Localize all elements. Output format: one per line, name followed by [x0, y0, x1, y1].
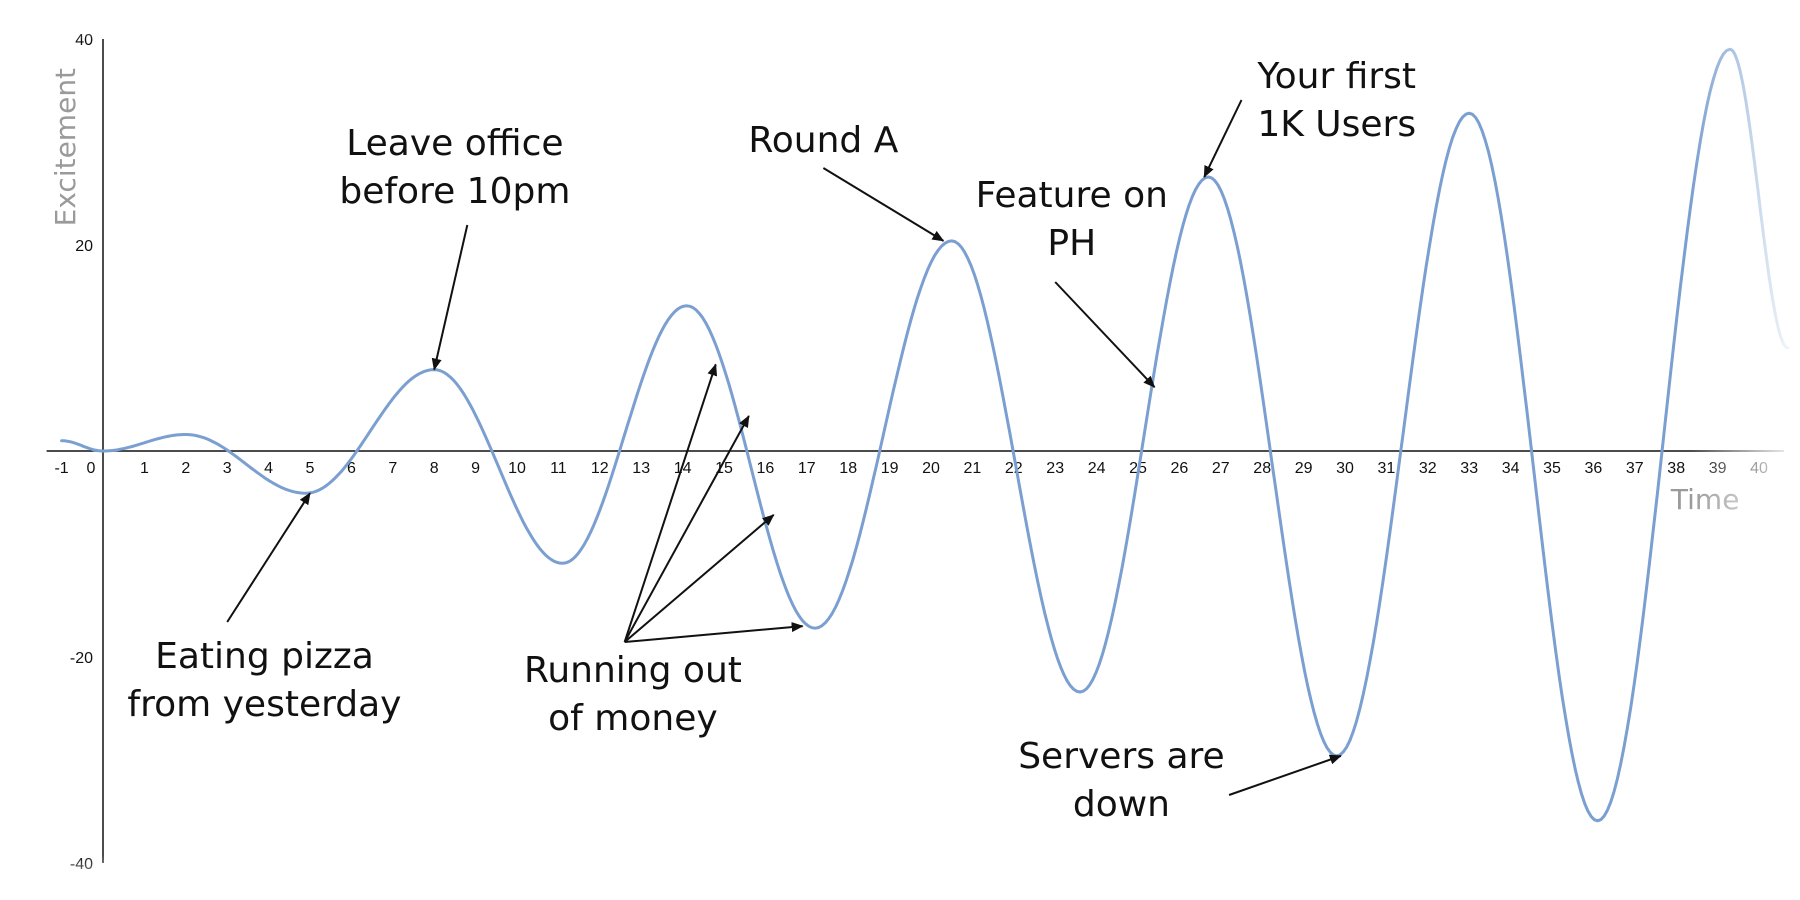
- annotation-text: before 10pm: [339, 171, 570, 212]
- x-tick-label: 34: [1502, 460, 1520, 477]
- x-tick-label: 24: [1088, 460, 1106, 477]
- x-tick-label: 14: [674, 460, 692, 477]
- x-tick-label: 29: [1295, 460, 1313, 477]
- x-tick-label: 10: [508, 460, 526, 477]
- annotation-arrow: [226, 492, 311, 623]
- x-tick-label: 35: [1543, 460, 1561, 477]
- excitement-series-line: [60, 47, 1790, 823]
- x-tick-label: 15: [715, 460, 733, 477]
- annotation-arrow: [623, 514, 775, 643]
- x-tick-label: 9: [471, 460, 480, 477]
- annotation-text: Servers are: [1018, 736, 1224, 777]
- x-tick-label: 31: [1378, 460, 1396, 477]
- x-tick-label: 1: [140, 460, 149, 477]
- y-tick-label: 20: [75, 238, 93, 255]
- annotation-arrow: [1054, 281, 1156, 388]
- top-edge-fade: [0, 0, 1800, 40]
- annotation: Leave office before 10pm: [339, 123, 570, 371]
- annotation-arrow: [623, 415, 750, 643]
- annotation-arrow: [623, 363, 718, 643]
- x-tick-label: 17: [798, 460, 816, 477]
- x-tick-label: 33: [1460, 460, 1478, 477]
- annotation-arrow: [822, 167, 945, 242]
- annotation-text: Leave office: [346, 123, 563, 164]
- annotation-text: Running out: [524, 650, 742, 691]
- axes: [46, 39, 1784, 863]
- x-tick-label: 32: [1419, 460, 1437, 477]
- x-tick-label: 21: [964, 460, 982, 477]
- annotation-text: down: [1073, 784, 1170, 825]
- x-tick-label: 28: [1253, 460, 1271, 477]
- left-edge-fade: [0, 0, 40, 900]
- annotation-arrow: [1228, 754, 1342, 796]
- annotation-text: of money: [548, 698, 718, 739]
- x-tick-label: 5: [306, 460, 315, 477]
- x-tick-label: 27: [1212, 460, 1230, 477]
- x-tick-label: 11: [550, 460, 567, 477]
- bottom-edge-fade: [0, 855, 1800, 900]
- annotation-arrow: [1203, 99, 1243, 178]
- x-tick-label: 20: [922, 460, 940, 477]
- annotation-text: Your first: [1256, 56, 1416, 97]
- x-tick-label: 8: [430, 460, 439, 477]
- x-tick-label: 16: [757, 460, 775, 477]
- x-tick-label: 4: [264, 460, 273, 477]
- x-tick-label: 0: [87, 460, 96, 477]
- x-tick-label: 19: [881, 460, 899, 477]
- x-tick-label: 18: [839, 460, 857, 477]
- annotation-arrow: [431, 224, 469, 371]
- x-tick-label: 37: [1626, 460, 1644, 477]
- annotation-text: Eating pizza: [155, 636, 374, 677]
- annotation: Running out of money: [524, 363, 804, 739]
- x-tick-label: 7: [388, 460, 397, 477]
- x-tick-label: 12: [591, 460, 609, 477]
- x-tick-label: 3: [223, 460, 232, 477]
- annotation-text: PH: [1047, 223, 1096, 264]
- right-edge-fade: [1690, 0, 1800, 900]
- annotation: Feature on PH: [976, 175, 1168, 388]
- x-tick-label: 13: [632, 460, 650, 477]
- x-tick-label: 36: [1585, 460, 1603, 477]
- x-tick-label: 26: [1171, 460, 1189, 477]
- annotations: Leave office before 10pm Round A Your first…: [127, 56, 1416, 825]
- annotation-text: 1K Users: [1257, 104, 1416, 145]
- annotation-arrow: [624, 622, 804, 643]
- annotation-text: from yesterday: [127, 684, 401, 725]
- x-tick-labels: -1 0 1 2 3 4 5 6 7 8 9 10 11 12 13 14 15 16 17 18 19 20 21 22 23…: [54, 460, 1768, 477]
- x-tick-label: 2: [181, 460, 190, 477]
- annotation-text: Round A: [748, 120, 898, 161]
- x-tick-label: 38: [1667, 460, 1685, 477]
- annotation-text: Feature on: [976, 175, 1168, 216]
- x-tick-label: 23: [1046, 460, 1064, 477]
- annotation: Eating pizza from yesterday: [127, 492, 401, 725]
- x-tick-label: 30: [1336, 460, 1354, 477]
- x-tick-label: -1: [54, 460, 68, 477]
- annotation: Your first 1K Users: [1203, 56, 1416, 178]
- annotation: Round A: [748, 120, 945, 242]
- annotation: Servers are down: [1018, 736, 1342, 825]
- y-tick-label: -20: [70, 650, 93, 667]
- x-tick-label: 6: [347, 460, 356, 477]
- y-axis-title: Excitement: [49, 68, 82, 226]
